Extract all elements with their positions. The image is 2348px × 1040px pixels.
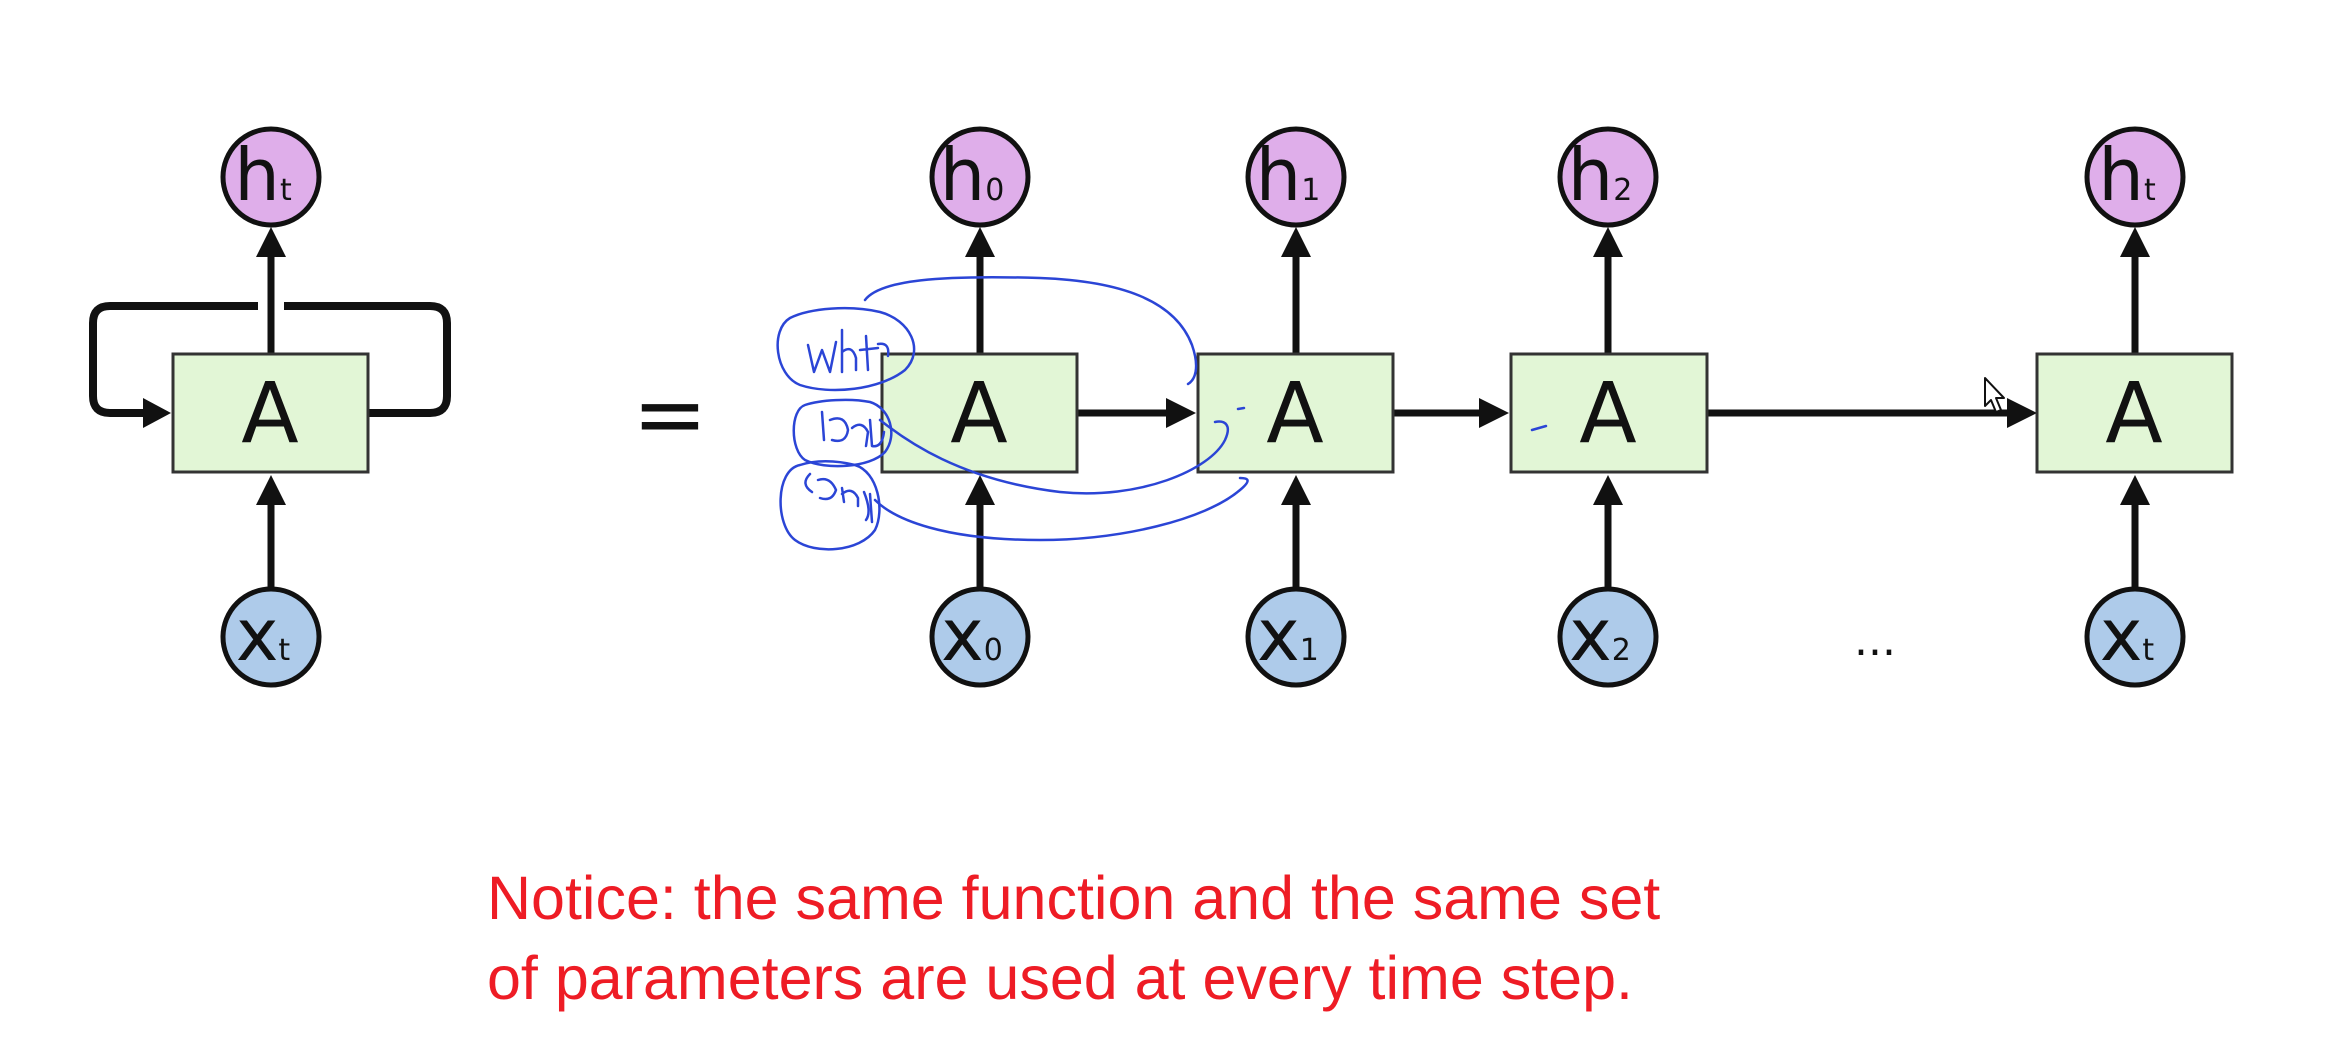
hidden-node-label: ht — [2098, 133, 2156, 217]
annotation-curve-top — [863, 275, 1198, 386]
recurrent-arrowhead — [2007, 398, 2037, 428]
output-arrowhead — [256, 227, 286, 257]
input-node — [929, 586, 1031, 688]
annotation-scribble-word-2-text — [820, 410, 886, 448]
output-arrowhead — [1281, 227, 1311, 257]
time-step-t: A ht xt — [2035, 126, 2234, 688]
hidden-node — [2084, 126, 2186, 228]
input-node — [1245, 586, 1347, 688]
time-step-1: A h1 x1 — [1196, 126, 1395, 688]
annotation-scribble-word-2 — [792, 398, 893, 468]
input-node-label: x2 — [1569, 593, 1631, 677]
cell-label: A — [1266, 364, 1323, 462]
recurrent-arrowhead — [1166, 398, 1196, 428]
input-node — [220, 586, 322, 688]
hidden-node — [1557, 126, 1659, 228]
hidden-node-label: h0 — [940, 133, 1005, 217]
time-step-2: A h2 x2 — [1509, 126, 1709, 688]
ellipsis: ... — [1854, 615, 1896, 666]
notice-line-1: Notice: the same function and the same s… — [487, 864, 1661, 932]
input-node — [1557, 586, 1659, 688]
annotation-curve-bottom — [873, 476, 1249, 542]
mouse-cursor-icon — [1984, 377, 2005, 413]
input-node-label: x1 — [1257, 593, 1319, 677]
hidden-node — [929, 126, 1031, 228]
input-node — [2084, 586, 2186, 688]
cell-label: A — [950, 364, 1007, 462]
cell-label: A — [1579, 364, 1636, 462]
input-node-label: x0 — [941, 593, 1003, 677]
handwritten-annotations — [776, 275, 1548, 551]
cell-label: A — [2105, 364, 2162, 462]
notice-text: Notice: the same function and the same s… — [487, 858, 1887, 1018]
cell-box — [171, 352, 370, 474]
hidden-node — [1245, 126, 1347, 228]
loop-arrowhead — [143, 398, 171, 428]
output-arrowhead — [1593, 227, 1623, 257]
annotation-tick — [1236, 406, 1246, 411]
annotation-scribble-word-3-text — [804, 472, 874, 524]
input-node-label: xt — [236, 593, 291, 677]
cell-box — [1509, 352, 1709, 474]
notice-line-2: of parameters are used at every time ste… — [487, 944, 1633, 1012]
annotation-curve-middle — [878, 418, 1230, 495]
hidden-node — [220, 126, 322, 228]
hidden-node-label: h1 — [1256, 133, 1321, 217]
hidden-node-label: h2 — [1568, 133, 1633, 217]
input-arrowhead — [965, 475, 995, 505]
input-arrowhead — [256, 475, 286, 505]
input-node-label: xt — [2100, 593, 2155, 677]
unrolled-rnn: A h0 x0 A h1 x1 A h2 — [880, 126, 2234, 688]
annotation-scribble-word-3 — [779, 460, 881, 551]
folded-rnn: A ht xt — [89, 126, 451, 688]
output-arrowhead — [2120, 227, 2150, 257]
recurrent-loop-arrow — [89, 302, 451, 417]
input-arrowhead — [1593, 475, 1623, 505]
cell-box — [2035, 352, 2234, 474]
input-arrowhead — [1281, 475, 1311, 505]
output-arrowhead — [965, 227, 995, 257]
cell-box — [880, 352, 1079, 474]
hidden-node-label: ht — [234, 133, 292, 217]
annotation-scribble-word-1 — [776, 306, 916, 392]
cell-label: A — [241, 364, 298, 462]
annotation-scribble-word-1-text — [806, 328, 890, 374]
recurrent-arrowhead — [1479, 398, 1509, 428]
cell-box — [1196, 352, 1395, 474]
annotation-tick — [1530, 424, 1548, 432]
equals-sign: = — [632, 362, 707, 467]
time-step-0: A h0 x0 — [880, 126, 1079, 688]
input-arrowhead — [2120, 475, 2150, 505]
